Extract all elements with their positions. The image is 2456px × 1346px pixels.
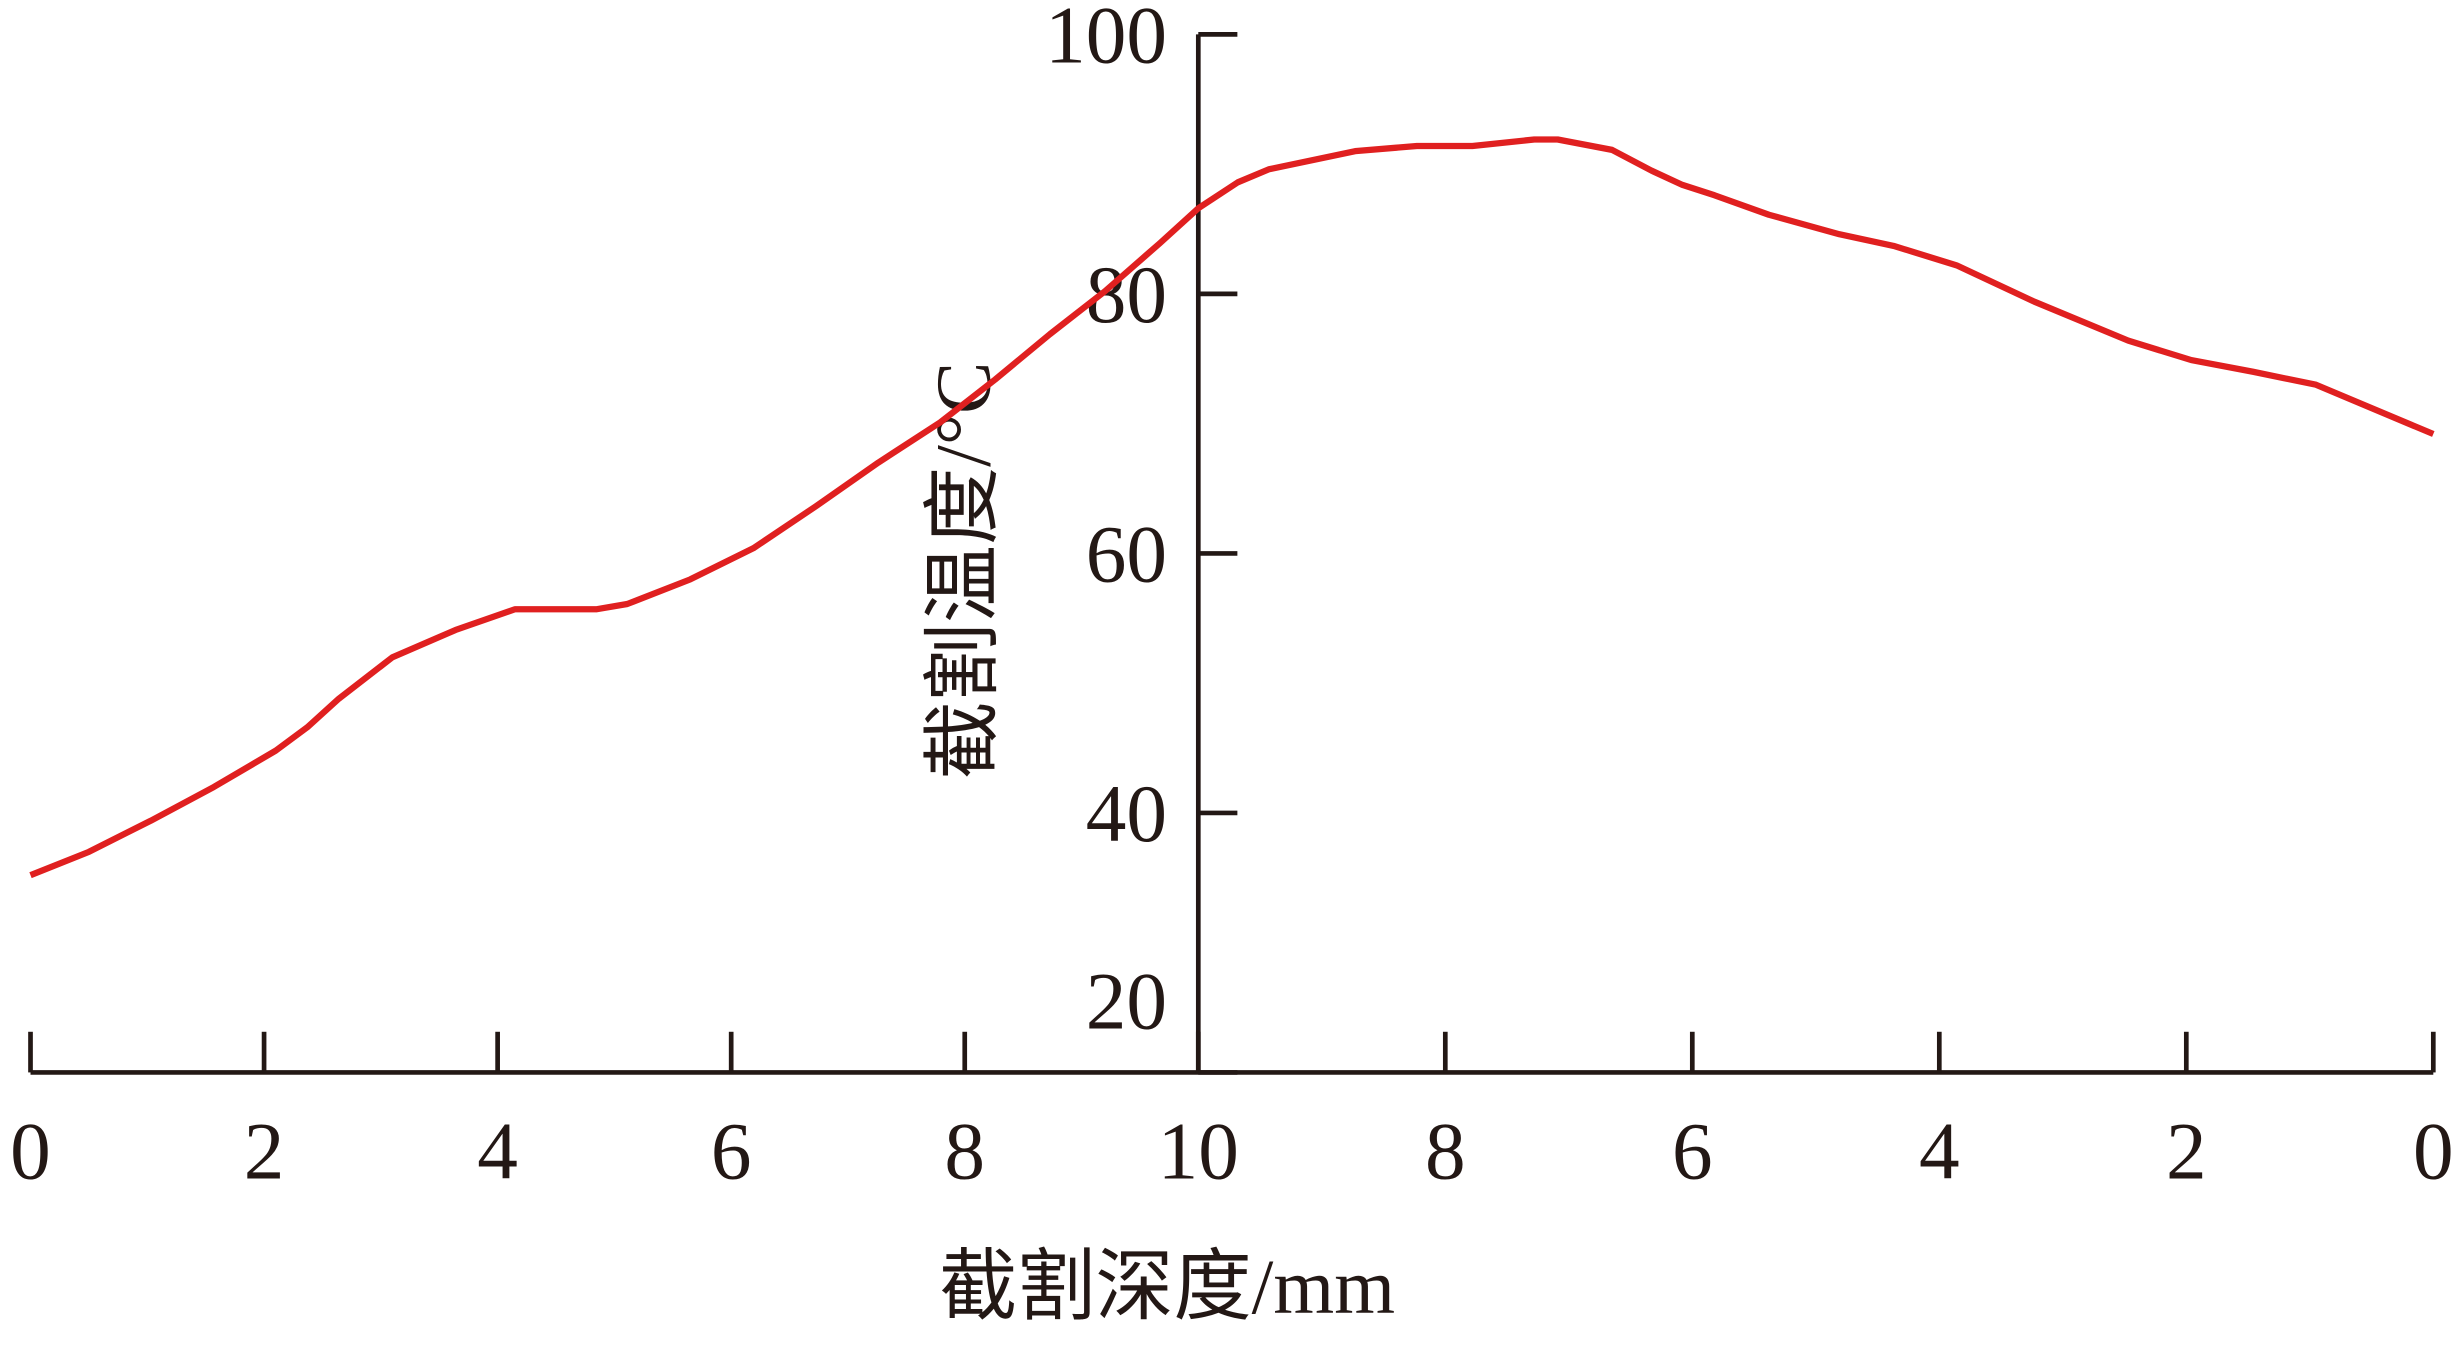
x-tick-label: 4	[477, 1107, 518, 1197]
x-tick-label: 8	[1425, 1107, 1466, 1197]
x-tick-label: 0	[2413, 1107, 2454, 1197]
y-tick-label: 20	[1086, 957, 1167, 1047]
y-tick-label: 40	[1086, 769, 1167, 859]
x-axis-title: 截割深度/mm	[939, 1243, 1395, 1330]
y-tick-label: 100	[1045, 0, 1167, 81]
x-tick-label: 10	[1158, 1107, 1239, 1197]
x-tick-label: 2	[2166, 1107, 2207, 1197]
x-tick-label: 6	[1672, 1107, 1713, 1197]
x-tick-label: 8	[944, 1107, 985, 1197]
y-axis-title: 截割温度/°C	[920, 362, 1007, 780]
x-tick-label: 0	[10, 1107, 51, 1197]
x-tick-label: 2	[244, 1107, 285, 1197]
x-tick-label: 6	[711, 1107, 752, 1197]
y-tick-label: 60	[1086, 510, 1167, 600]
x-tick-label: 4	[1919, 1107, 1960, 1197]
line	[29, 136, 2435, 879]
